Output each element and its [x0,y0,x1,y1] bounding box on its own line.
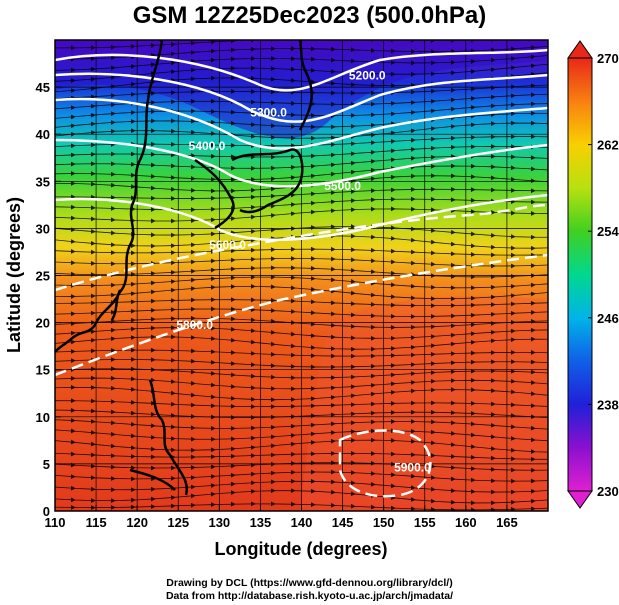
y-tick-label: 5 [43,457,50,472]
y-tick-label: 30 [36,221,50,236]
contour-label: 5400.0 [189,139,226,153]
streamline [55,347,548,359]
x-tick-label: 145 [332,515,354,530]
streamline [55,206,548,224]
warm-blob-shading [300,296,548,511]
y-tick-label: 0 [43,504,50,519]
contour-line [55,97,548,150]
streamline [55,297,548,309]
contour-label: 5800.0 [176,318,213,332]
x-tick-label: 130 [208,515,230,530]
streamline [55,407,548,420]
streamline [55,325,548,341]
y-axis-label: Latitude (degrees) [4,197,24,353]
colorbar-tick-label: 262 [597,138,619,153]
colorbar-ticks: 230 238 246 254 262 270 [588,51,619,499]
y-tick-label: 20 [36,316,50,331]
streamline [55,460,548,473]
x-tick-label: 150 [373,515,395,530]
y-tick-label: 40 [36,127,50,142]
x-axis-ticks: 110 115 120 125 130 135 140 145 150 155 160 165 [45,505,518,530]
streamline [55,437,548,454]
streamline [55,334,548,352]
colorbar-tick-label: 270 [597,51,619,66]
colorbar-tick-label: 230 [597,484,619,499]
colorbar-bottom-arrow [567,490,593,509]
streamline [55,306,548,319]
contour-line [55,203,548,292]
y-tick-label: 45 [36,80,50,95]
map-title: GSM 12Z25Dec2023 (500.0hPa) [132,2,487,29]
credit-dcl: Drawing by DCL (https://www.gfd-dennou.o… [166,577,453,589]
x-tick-label: 165 [496,515,518,530]
contour-line [55,193,548,242]
x-tick-label: 140 [291,515,313,530]
y-axis-ticks: 0 5 10 15 20 25 30 35 40 45 [36,80,61,519]
contour-line [55,253,548,377]
x-axis-label: Longitude (degrees) [214,539,387,559]
streamline [55,398,548,409]
contour-label: 5300.0 [250,105,287,119]
x-tick-label: 115 [86,515,107,530]
x-tick-label: 120 [126,515,148,530]
x-tick-label: 110 [45,515,66,530]
x-tick-label: 155 [414,515,436,530]
colorbar-tick-label: 246 [597,311,619,326]
colorbar [567,57,593,492]
streamline [55,501,548,511]
y-tick-label: 35 [36,174,50,189]
coastline [55,40,313,496]
streamline [55,315,548,330]
colorbar-tick-label: 238 [597,397,619,412]
contour-label: 5500.0 [324,179,361,193]
contour-line [55,72,548,123]
y-tick-label: 10 [36,410,50,425]
streamline [55,233,548,251]
contour-line [55,138,548,188]
x-tick-label: 160 [455,515,477,530]
y-tick-label: 25 [36,269,50,284]
streamline [55,246,548,258]
height-contours: 5200.0 5300.0 5400.0 5500.0 5600.0 5800.0 5900… [55,48,548,498]
x-tick-label: 125 [167,515,189,530]
streamline [55,428,548,443]
streamline [55,450,548,462]
contour-line [338,429,432,498]
contour-label: 5600.0 [209,238,246,252]
contour-label: 5200.0 [349,69,386,83]
streamline [55,417,548,431]
wind-streamlines [55,40,548,511]
x-tick-label: 135 [250,515,272,530]
contour-label: 5900.0 [394,460,431,474]
credit-data-source: Data from http://database.rish.kyoto-u.a… [165,590,454,602]
colorbar-top-arrow [567,40,593,59]
colorbar-tick-label: 254 [597,224,619,239]
y-tick-label: 15 [36,363,50,378]
